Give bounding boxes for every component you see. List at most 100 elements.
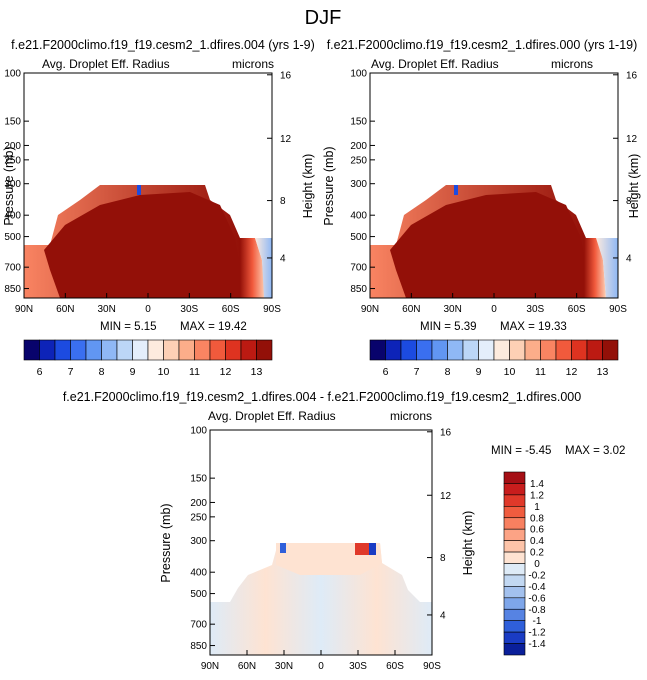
colorbar-tick-label: 6 — [37, 366, 43, 378]
colorbar-swatch — [54, 339, 71, 361]
colorbar-tick-label: -1.4 — [528, 639, 546, 650]
y-right-tick-label: 8 — [626, 196, 632, 207]
colorbar-tick-label: -0.2 — [528, 570, 546, 581]
panel-1-x-axis: 90N 60N 30N 0 30S 60S 90S — [15, 293, 281, 315]
colorbar-swatch — [416, 339, 433, 361]
colorbar-swatch — [586, 339, 603, 361]
x-tick-label: 30S — [526, 304, 544, 315]
y-tick-label: 400 — [4, 211, 21, 222]
y-right-tick-label: 16 — [440, 427, 452, 438]
y-tick-label: 500 — [350, 232, 367, 243]
x-tick-label: 30S — [180, 304, 198, 315]
panel-3-units-label: microns — [390, 409, 432, 423]
colorbar-tick-label: -1 — [533, 616, 542, 627]
panel-3-cold-spot-1 — [280, 543, 286, 553]
panel-3-field — [210, 543, 432, 655]
y-tick-label: 250 — [350, 155, 367, 166]
colorbar-tick-label: 10 — [158, 366, 170, 378]
colorbar-swatch — [240, 339, 257, 361]
colorbar-tick-label: 11 — [535, 366, 546, 378]
x-tick-label: 90S — [609, 304, 627, 315]
y-right-tick-label: 12 — [280, 134, 292, 145]
colorbar-swatch — [101, 339, 118, 361]
colorbar-swatch — [116, 339, 133, 361]
panel-3-warm-spot — [355, 543, 369, 555]
y-right-tick-label: 16 — [280, 70, 292, 81]
colorbar-swatch — [524, 339, 541, 361]
page-title: DJF — [305, 7, 342, 29]
y-tick-label: 150 — [4, 117, 21, 128]
colorbar-swatch — [555, 339, 572, 361]
panel-1-title: f.e21.F2000climo.f19_f19.cesm2_1.dfires.… — [11, 38, 315, 52]
colorbar-tick-label: 8 — [445, 366, 451, 378]
panel-2-title: f.e21.F2000climo.f19_f19.cesm2_1.dfires.… — [327, 38, 638, 52]
colorbar-swatch — [503, 483, 526, 496]
panel-3-heatmap — [210, 543, 432, 655]
colorbar-swatch — [503, 517, 526, 530]
panel-2-field-edge — [596, 238, 618, 298]
panel-2-cold-spot — [454, 185, 458, 195]
panel-2-ylabel-right: Height (km) — [627, 154, 641, 219]
colorbar-swatch — [540, 339, 557, 361]
y-tick-label: 300 — [4, 179, 21, 190]
x-tick-label: 90N — [15, 304, 33, 315]
panel-2-variable-label: Avg. Droplet Eff. Radius — [371, 57, 499, 71]
panel-2-x-axis: 90N 60N 30N 0 30S 60S 90S — [361, 293, 627, 315]
colorbar-swatch — [178, 339, 195, 361]
panel-3: f.e21.F2000climo.f19_f19.cesm2_1.dfires.… — [63, 390, 626, 672]
colorbar-swatch — [571, 339, 588, 361]
panel-1-cold-spot — [137, 185, 141, 195]
panel-2-units-label: microns — [551, 57, 593, 71]
y-tick-label: 250 — [190, 512, 207, 523]
colorbar-tick-label: 6 — [383, 366, 389, 378]
colorbar-swatch — [431, 339, 448, 361]
colorbar-swatch — [209, 339, 226, 361]
colorbar-tick-label: 12 — [220, 366, 232, 378]
panel-3-y-axis: 100 150 200 250 300 400 500 700 850 — [190, 426, 215, 652]
colorbar-swatch — [503, 643, 526, 656]
panel-1-units-label: microns — [232, 57, 274, 71]
colorbar-tick-label: -0.4 — [528, 582, 546, 593]
colorbar-swatch — [503, 471, 526, 484]
y-tick-label: 850 — [350, 284, 367, 295]
colorbar-tick-label: 0.2 — [530, 548, 544, 559]
panel-1-field-core — [44, 192, 245, 298]
panel-1: f.e21.F2000climo.f19_f19.cesm2_1.dfires.… — [2, 38, 315, 378]
colorbar-swatch — [503, 574, 526, 587]
panel-1-ylabel: Pressure (mb) — [2, 146, 16, 225]
panel-2-heatmap — [370, 185, 618, 298]
colorbar-swatch — [478, 339, 495, 361]
colorbar-swatch — [462, 339, 479, 361]
panel-1-min-label: MIN = 5.15 — [100, 321, 157, 333]
colorbar-swatch — [503, 506, 526, 519]
colorbar-tick-label: -1.2 — [528, 628, 546, 639]
y-right-tick-label: 4 — [626, 253, 632, 264]
y-tick-label: 400 — [190, 568, 207, 579]
x-tick-label: 60N — [56, 304, 74, 315]
y-tick-label: 250 — [4, 155, 21, 166]
y-right-tick-label: 8 — [440, 553, 446, 564]
panel-2-max-label: MAX = 19.33 — [500, 321, 567, 333]
colorbar-swatch — [70, 339, 87, 361]
colorbar-swatch — [225, 339, 242, 361]
panel-2-y-axis: 100 150 200 250 300 400 500 700 850 — [350, 69, 375, 295]
panel-3-x-axis: 90N 60N 30N 0 30S 60S 90S — [201, 650, 441, 672]
y-tick-label: 700 — [350, 263, 367, 274]
x-tick-label: 60N — [402, 304, 420, 315]
colorbar-tick-label: 1.2 — [530, 490, 544, 501]
y-tick-label: 500 — [4, 232, 21, 243]
colorbar-tick-label: 11 — [189, 366, 200, 378]
y-tick-label: 500 — [190, 589, 207, 600]
colorbar-tick-label: 10 — [504, 366, 516, 378]
x-tick-label: 0 — [318, 661, 324, 672]
x-tick-label: 60S — [568, 304, 586, 315]
x-tick-label: 0 — [491, 304, 497, 315]
x-tick-label: 30S — [349, 661, 367, 672]
colorbar-tick-label: 13 — [597, 366, 609, 378]
x-tick-label: 30N — [443, 304, 461, 315]
panel-3-cold-spot-2 — [369, 543, 376, 555]
x-tick-label: 90S — [263, 304, 281, 315]
x-tick-label: 90N — [201, 661, 219, 672]
panel-3-max-label: MAX = 3.02 — [565, 445, 625, 457]
